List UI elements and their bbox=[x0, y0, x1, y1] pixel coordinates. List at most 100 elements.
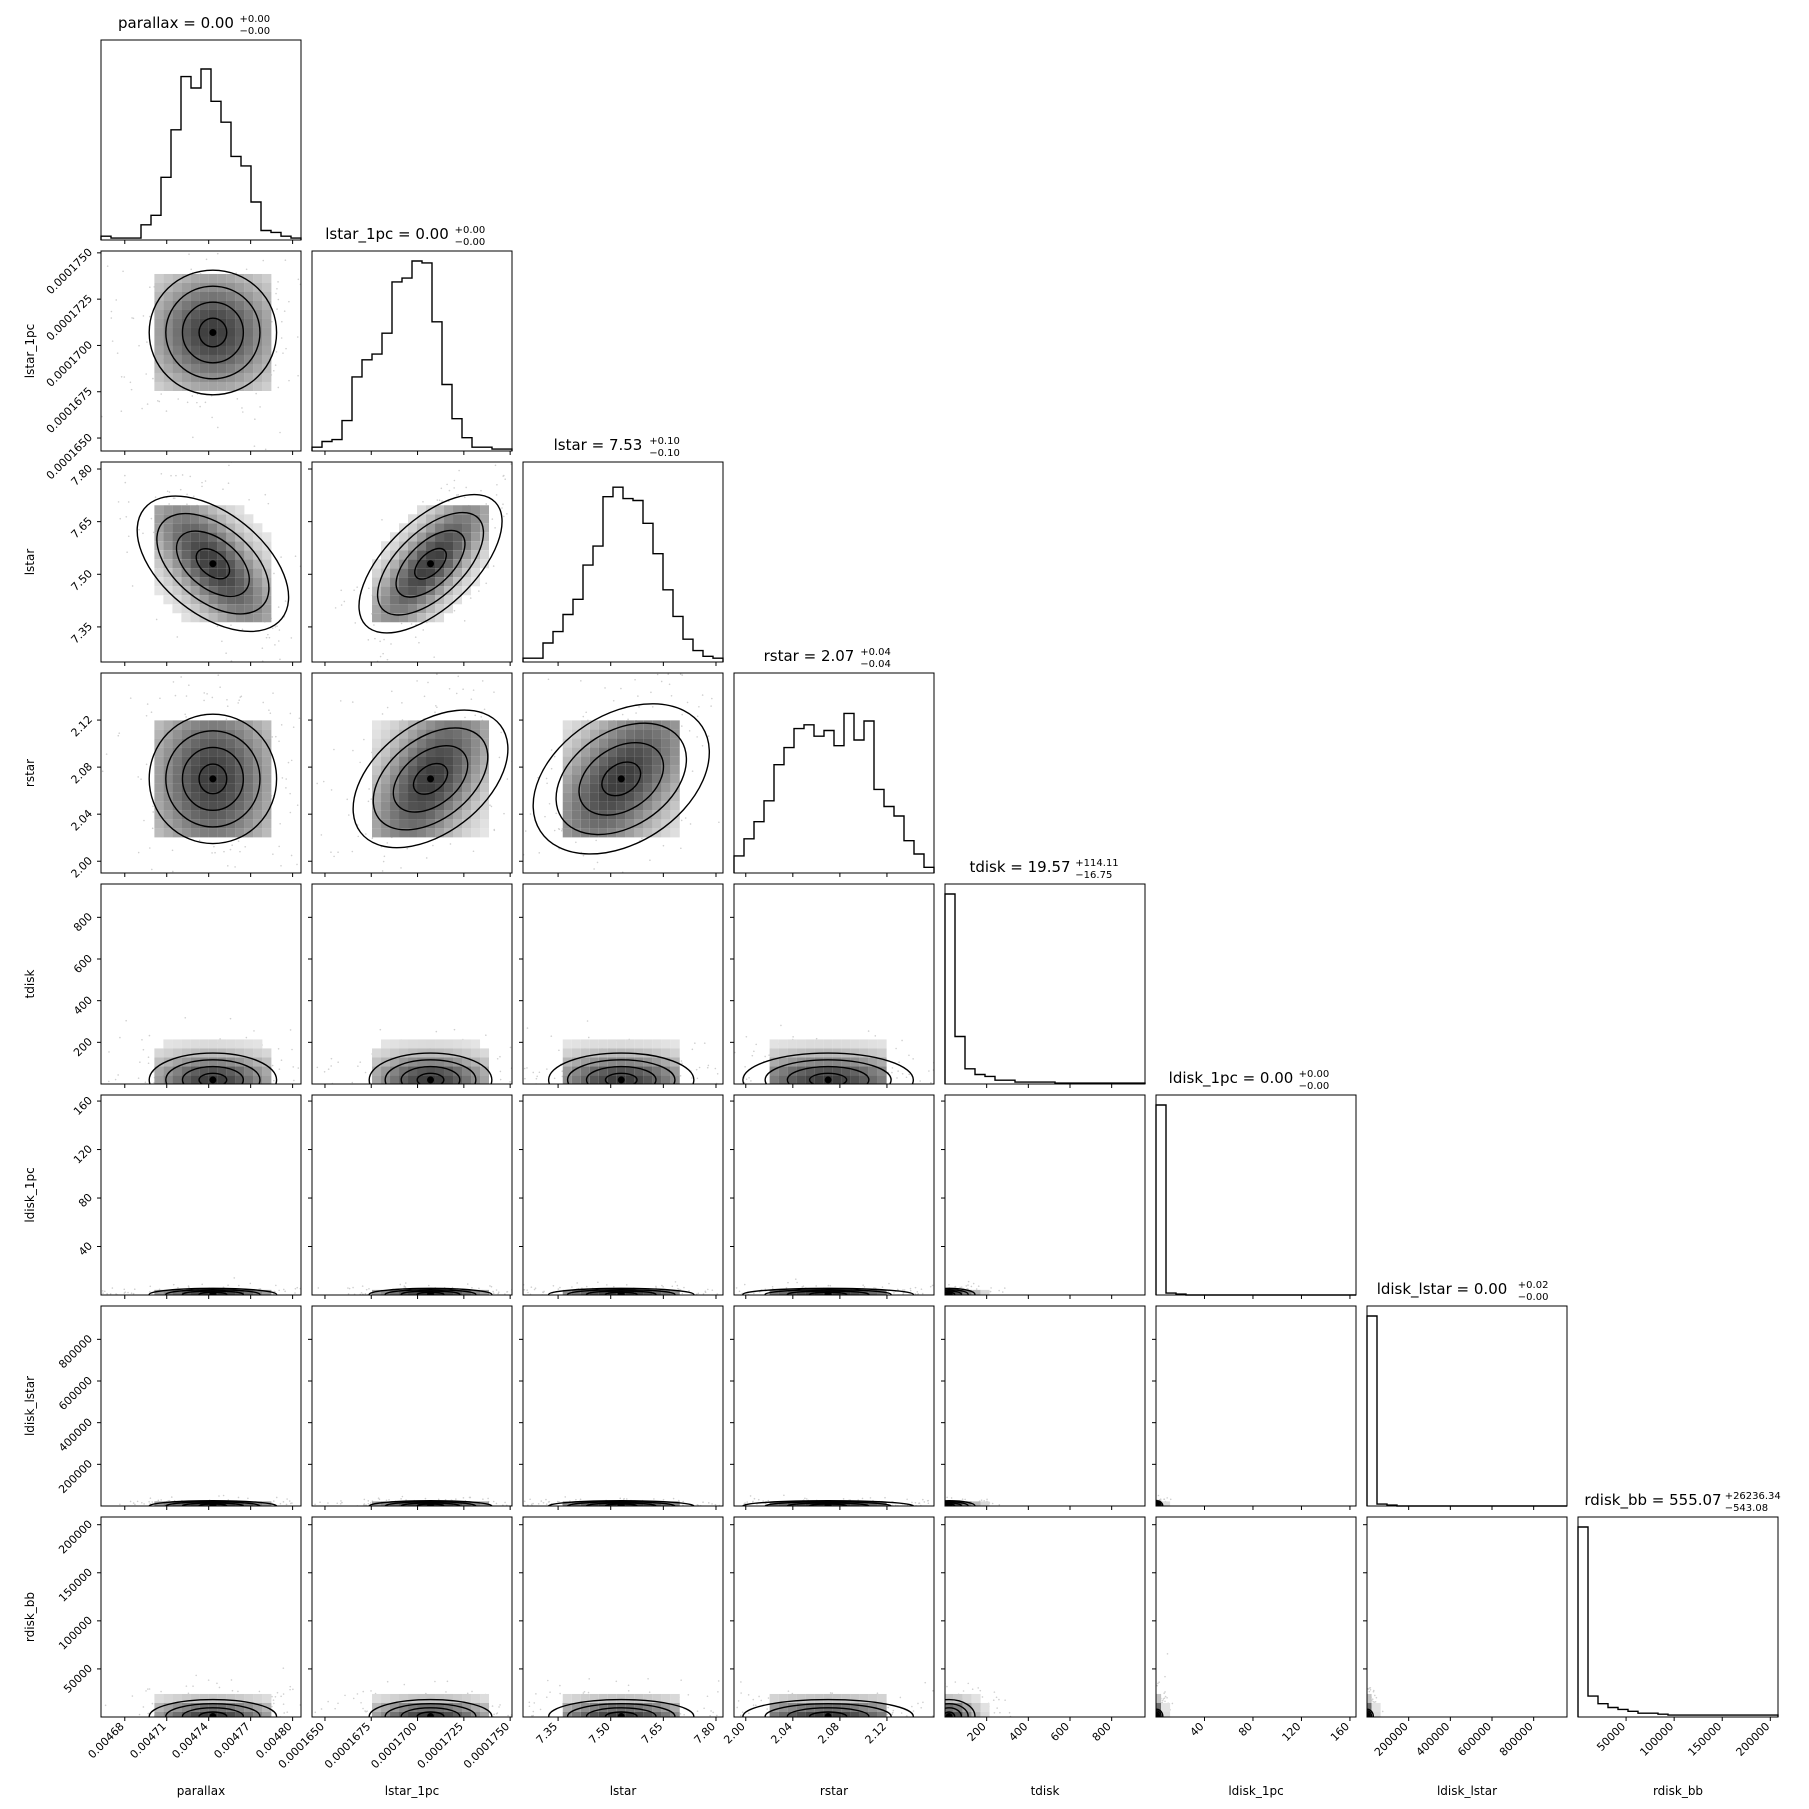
scatter-point bbox=[389, 1089, 391, 1091]
density-block bbox=[244, 738, 253, 747]
scatter-point bbox=[272, 1088, 274, 1090]
density-block bbox=[572, 720, 581, 729]
scatter-point bbox=[152, 676, 154, 678]
density-block bbox=[471, 747, 480, 756]
scatter-point bbox=[398, 1131, 400, 1133]
scatter-point bbox=[230, 624, 232, 626]
scatter-point bbox=[194, 479, 196, 481]
scatter-point bbox=[340, 590, 342, 592]
scatter-point bbox=[698, 1293, 700, 1295]
density-block bbox=[572, 819, 581, 828]
scatter-point bbox=[456, 693, 458, 695]
scatter-point bbox=[707, 1289, 709, 1291]
scatter-point bbox=[846, 1103, 848, 1105]
scatter-point bbox=[262, 702, 264, 704]
density-block bbox=[815, 1075, 824, 1084]
scatter-point bbox=[138, 529, 140, 531]
density-block bbox=[581, 756, 590, 765]
density-block bbox=[372, 1048, 381, 1057]
scatter-point bbox=[543, 1099, 545, 1101]
scatter-point bbox=[748, 1107, 750, 1109]
scatter-point bbox=[516, 817, 518, 819]
density-block bbox=[381, 1084, 390, 1093]
y-tick-label: 200 bbox=[71, 1035, 95, 1059]
scatter-point bbox=[691, 1077, 693, 1079]
density-block bbox=[815, 1111, 824, 1120]
density-block bbox=[226, 274, 235, 283]
scatter-point bbox=[169, 1298, 171, 1300]
scatter-point bbox=[575, 841, 577, 843]
scatter-point bbox=[263, 1120, 265, 1122]
scatter-point bbox=[631, 1116, 633, 1118]
density-block bbox=[217, 1057, 226, 1066]
scatter-point bbox=[239, 1093, 241, 1095]
scatter-point bbox=[454, 1029, 456, 1031]
scatter-point bbox=[375, 1104, 377, 1106]
scatter-point bbox=[519, 492, 521, 494]
scatter-point bbox=[880, 1301, 882, 1303]
scatter-point bbox=[1086, 1103, 1088, 1105]
scatter-point bbox=[159, 455, 161, 457]
scatter-point bbox=[254, 1098, 256, 1100]
scatter-point bbox=[255, 1115, 257, 1117]
scatter-point bbox=[896, 1086, 898, 1088]
density-peak bbox=[209, 1291, 216, 1298]
density-block bbox=[262, 729, 271, 738]
scatter-point bbox=[719, 1112, 721, 1114]
scatter-point bbox=[336, 1054, 338, 1056]
scatter-point bbox=[516, 606, 518, 608]
density-block bbox=[217, 756, 226, 765]
scatter-point bbox=[502, 503, 504, 505]
scatter-point bbox=[253, 1299, 255, 1301]
scatter-point bbox=[225, 652, 227, 654]
scatter-point bbox=[562, 1087, 564, 1089]
density-block bbox=[563, 774, 572, 783]
scatter-point bbox=[730, 1085, 732, 1087]
scatter-point bbox=[816, 1038, 818, 1040]
scatter-point bbox=[832, 1103, 834, 1105]
density-block bbox=[381, 1039, 390, 1048]
density-block bbox=[399, 1039, 408, 1048]
scatter-point bbox=[180, 676, 182, 678]
scatter-point bbox=[9, 267, 11, 269]
scatter-point bbox=[227, 1284, 229, 1286]
scatter-point bbox=[591, 1298, 593, 1300]
scatter-point bbox=[485, 1298, 487, 1300]
panel-tdisk-vs-lstar_1pc bbox=[243, 884, 579, 1141]
scatter-point bbox=[200, 1115, 202, 1117]
scatter-point bbox=[227, 865, 229, 867]
density-block bbox=[244, 729, 253, 738]
scatter-point bbox=[910, 1288, 912, 1290]
scatter-point bbox=[694, 1299, 696, 1301]
y-tick-label: 40 bbox=[76, 1239, 95, 1258]
density-block bbox=[190, 828, 199, 837]
density-block bbox=[462, 514, 471, 523]
scatter-point bbox=[313, 403, 315, 405]
scatter-point bbox=[846, 1132, 848, 1134]
scatter-point bbox=[91, 261, 93, 263]
density-block bbox=[381, 1111, 390, 1120]
scatter-point bbox=[175, 1102, 177, 1104]
density-block bbox=[199, 274, 208, 283]
density-block bbox=[671, 1039, 680, 1048]
density-block bbox=[372, 586, 381, 595]
scatter-point bbox=[254, 418, 256, 420]
scatter-point bbox=[690, 823, 692, 825]
density-block bbox=[417, 1102, 426, 1111]
scatter-point bbox=[494, 1033, 496, 1035]
density-block bbox=[408, 1084, 417, 1093]
density-block bbox=[390, 595, 399, 604]
density-peak bbox=[825, 1291, 832, 1298]
density-peak bbox=[427, 1076, 434, 1083]
scatter-point bbox=[551, 748, 553, 750]
density-block bbox=[426, 1057, 435, 1066]
scatter-point bbox=[357, 1065, 359, 1067]
density-block bbox=[444, 1084, 453, 1093]
scatter-point bbox=[330, 1065, 332, 1067]
scatter-point bbox=[656, 1296, 658, 1298]
density-block bbox=[435, 810, 444, 819]
density-block bbox=[851, 1111, 860, 1120]
scatter-point bbox=[214, 852, 216, 854]
scatter-point bbox=[468, 1088, 470, 1090]
scatter-point bbox=[394, 943, 396, 945]
